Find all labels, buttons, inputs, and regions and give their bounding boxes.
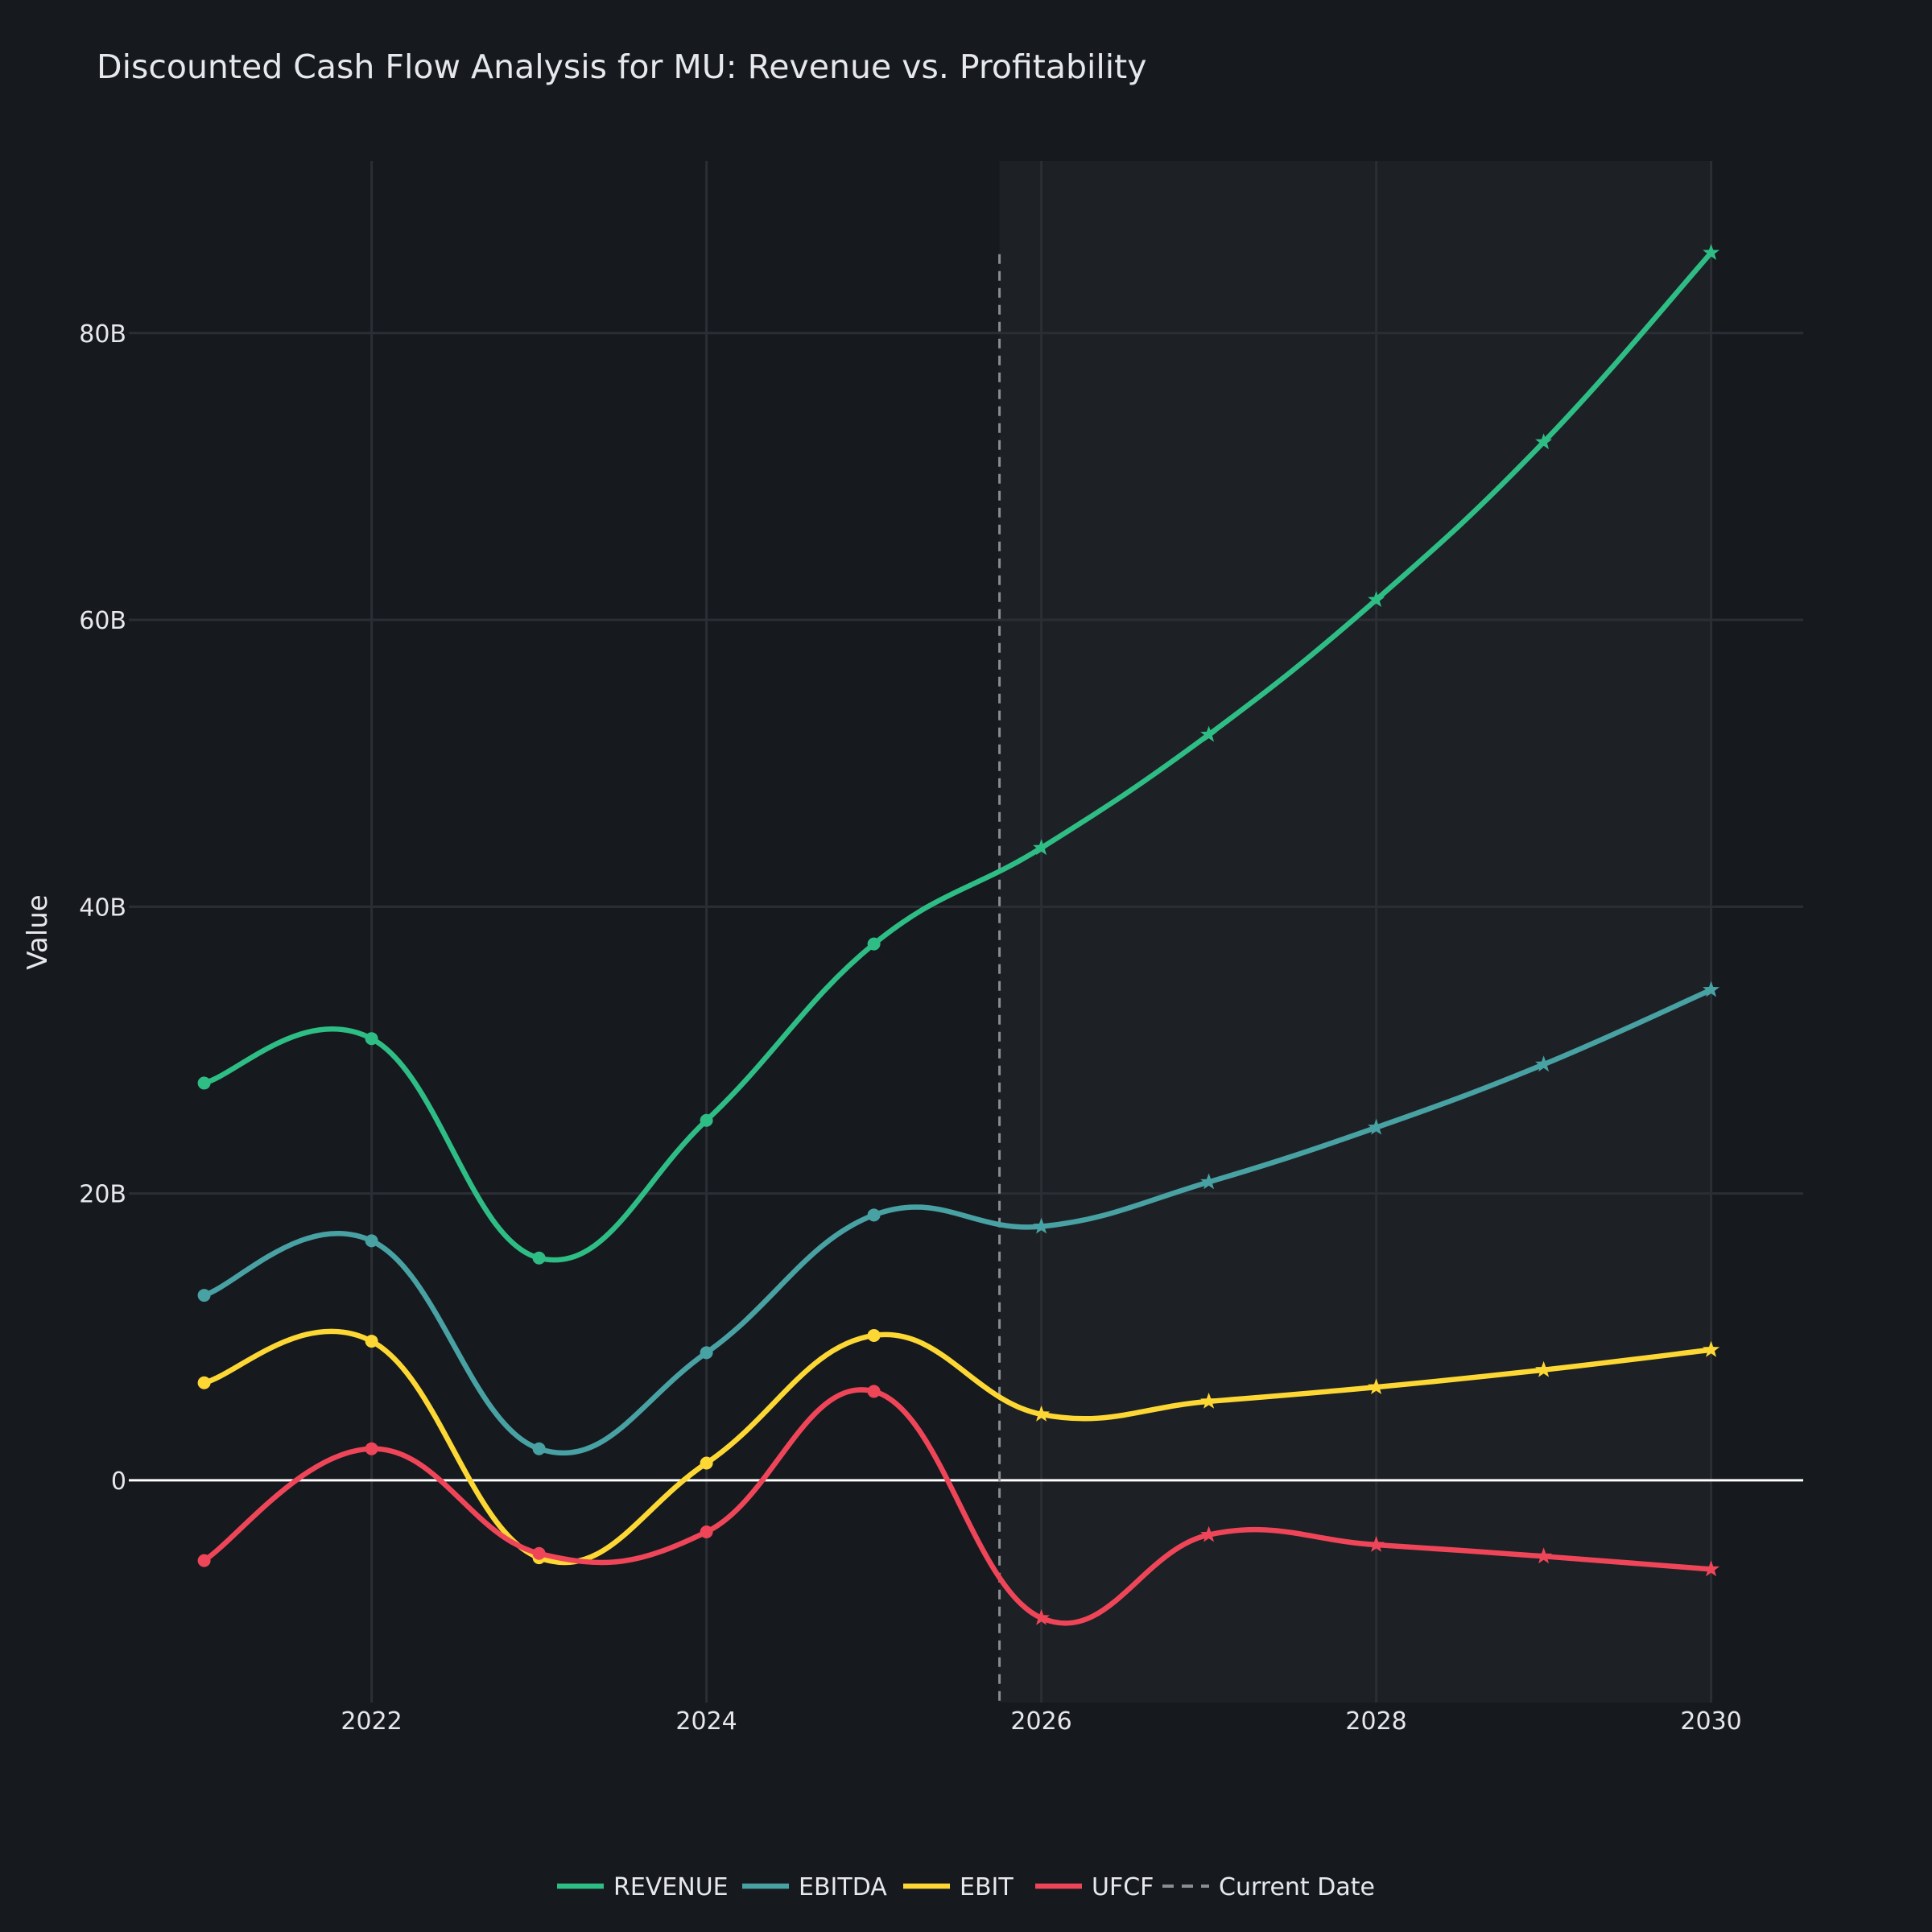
data-point-ebit: [700, 1456, 713, 1470]
data-point-ebitda: [365, 1234, 378, 1248]
forecast-point-revenue: [1535, 433, 1553, 450]
y-tick-label: 60B: [79, 607, 126, 635]
legend-label-ufcf: UFCF: [1092, 1873, 1154, 1901]
data-point-ufcf: [197, 1554, 211, 1567]
data-point-revenue: [197, 1076, 211, 1090]
forecast-point-ufcf: [1200, 1525, 1218, 1542]
legend-label-current-date: Current Date: [1219, 1873, 1375, 1901]
legend-label-ebit: EBIT: [960, 1873, 1013, 1901]
chart-title: Discounted Cash Flow Analysis for MU: Re…: [97, 47, 1147, 86]
data-point-ufcf: [532, 1546, 546, 1560]
forecast-point-revenue: [1703, 244, 1720, 260]
x-tick-label: 2030: [1680, 1707, 1741, 1736]
forecast-region: [999, 161, 1711, 1703]
forecast-point-ebit: [1535, 1360, 1553, 1377]
data-point-ebitda: [700, 1346, 713, 1360]
legend: REVENUE EBITDA EBIT UFCF Current Date: [557, 1873, 1375, 1901]
data-point-ufcf: [867, 1385, 881, 1398]
forecast-point-ebitda: [1703, 980, 1720, 997]
data-point-revenue: [365, 1032, 378, 1046]
data-point-ebit: [867, 1328, 881, 1342]
forecast-point-ufcf: [1033, 1608, 1051, 1625]
forecast-point-ufcf: [1368, 1536, 1385, 1552]
legend-label-revenue: REVENUE: [613, 1873, 729, 1901]
data-point-ebitda: [532, 1442, 546, 1455]
forecast-point-ebit: [1200, 1392, 1218, 1409]
forecast-point-ebit: [1703, 1340, 1720, 1357]
x-tick-label: 2022: [341, 1707, 402, 1736]
x-tick-label: 2026: [1010, 1707, 1071, 1736]
forecast-point-ufcf: [1535, 1547, 1553, 1564]
data-point-ufcf: [700, 1525, 713, 1539]
data-point-ebitda: [867, 1208, 881, 1222]
forecast-point-ebit: [1033, 1405, 1051, 1422]
legend-label-ebitda: EBITDA: [799, 1873, 887, 1901]
y-tick-label: 0: [111, 1468, 126, 1496]
y-tick-label: 80B: [79, 320, 126, 349]
data-point-revenue: [867, 937, 881, 951]
series-line-ebitda: [201, 987, 1714, 1456]
data-point-ebit: [197, 1376, 211, 1389]
series-line-revenue: [201, 250, 1714, 1263]
series-line-ufcf: [201, 1387, 1714, 1626]
data-point-revenue: [532, 1251, 546, 1265]
data-point-revenue: [700, 1113, 713, 1127]
forecast-point-ebitda: [1535, 1055, 1553, 1072]
forecast-point-ufcf: [1703, 1560, 1720, 1577]
forecast-point-ebitda: [1200, 1173, 1218, 1190]
forecast-point-revenue: [1368, 591, 1385, 607]
y-tick-label: 20B: [79, 1181, 126, 1209]
forecast-point-revenue: [1033, 839, 1051, 856]
data-point-ebitda: [197, 1289, 211, 1302]
data-point-ufcf: [365, 1442, 378, 1455]
x-tick-label: 2028: [1345, 1707, 1406, 1736]
series-line-ebit: [201, 1328, 1714, 1566]
x-tick-label: 2024: [675, 1707, 737, 1736]
forecast-point-ebitda: [1368, 1118, 1385, 1135]
forecast-point-revenue: [1200, 725, 1218, 742]
forecast-point-ebitda: [1033, 1217, 1051, 1234]
y-tick-label: 40B: [79, 894, 126, 922]
forecast-point-ebit: [1368, 1378, 1385, 1394]
data-point-ebit: [365, 1335, 378, 1348]
y-axis-title: Value: [22, 894, 54, 969]
